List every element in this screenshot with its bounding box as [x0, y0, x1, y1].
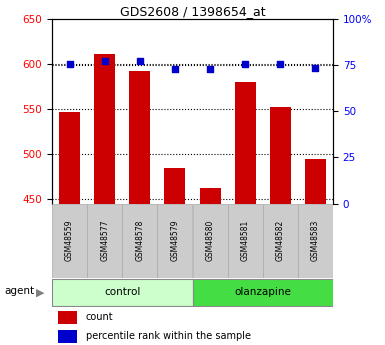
Bar [235, 82, 256, 204]
Text: GSM48582: GSM48582 [276, 220, 285, 261]
Bar [157, 204, 192, 278]
Point [277, 61, 283, 67]
Text: control: control [104, 287, 141, 297]
Point [312, 65, 318, 71]
Point [67, 61, 73, 67]
Bar [270, 107, 291, 204]
Bar [164, 168, 186, 204]
Point [137, 58, 143, 63]
Text: GSM48559: GSM48559 [65, 220, 74, 262]
Bar [192, 279, 333, 306]
Text: agent: agent [4, 286, 34, 296]
Point [242, 61, 248, 67]
Bar [298, 204, 333, 278]
Bar [305, 159, 326, 204]
Text: GSM48580: GSM48580 [206, 220, 214, 261]
Bar [52, 204, 87, 278]
Bar [52, 279, 192, 306]
Bar [263, 204, 298, 278]
Text: count: count [86, 312, 113, 322]
Bar [87, 204, 122, 278]
Text: olanzapine: olanzapine [234, 287, 291, 297]
Bar [192, 204, 228, 278]
Title: GDS2608 / 1398654_at: GDS2608 / 1398654_at [120, 5, 265, 18]
Bar [94, 54, 115, 204]
Text: GSM48577: GSM48577 [100, 220, 109, 262]
Bar [122, 204, 157, 278]
Bar [228, 204, 263, 278]
Bar [58, 330, 77, 343]
Text: percentile rank within the sample: percentile rank within the sample [86, 331, 251, 341]
Text: GSM48583: GSM48583 [311, 220, 320, 261]
Text: ▶: ▶ [36, 287, 45, 297]
Text: GSM48579: GSM48579 [171, 220, 179, 262]
Bar [58, 311, 77, 324]
Text: GSM48581: GSM48581 [241, 220, 250, 261]
Bar [59, 112, 80, 204]
Point [102, 59, 108, 64]
Point [207, 66, 213, 71]
Bar [199, 188, 221, 204]
Bar [129, 71, 150, 204]
Point [172, 66, 178, 71]
Text: GSM48578: GSM48578 [135, 220, 144, 261]
